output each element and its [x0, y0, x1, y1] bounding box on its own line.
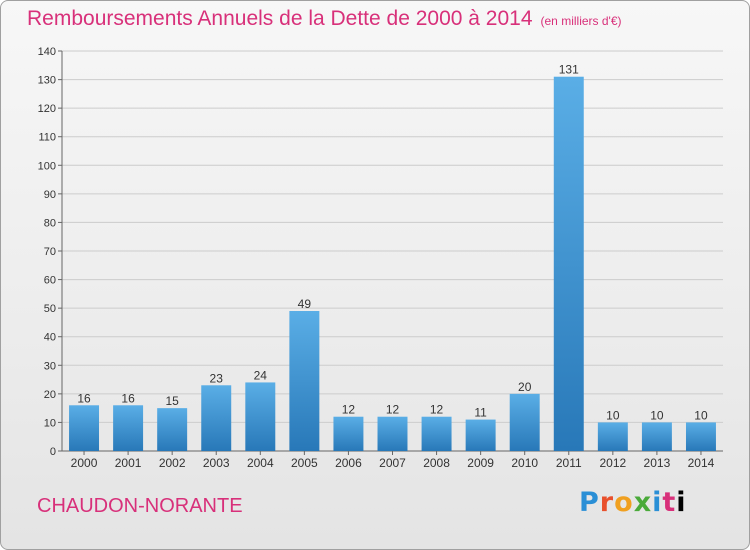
bar-2003	[201, 385, 232, 451]
x-tick-label-2009: 2009	[467, 456, 494, 470]
data-label-2011: 131	[559, 63, 579, 77]
x-tick-label-2003: 2003	[203, 456, 230, 470]
y-tick-label: 80	[44, 217, 56, 229]
data-label-2008: 12	[430, 403, 444, 417]
x-tick-label-2000: 2000	[71, 456, 98, 470]
y-tick-label: 70	[44, 246, 56, 258]
y-tick-label: 40	[44, 332, 56, 344]
bar-2014	[685, 422, 716, 451]
grid-lines	[62, 50, 723, 423]
x-tick-label-2011: 2011	[556, 456, 582, 470]
bar-2004	[245, 382, 276, 451]
y-tick-label: 110	[38, 132, 56, 144]
data-labels: 16 16 15 23 24 49 12 12 12 11 20 131 10 10 10	[77, 63, 708, 423]
bar-2001	[113, 405, 144, 451]
chart-title: Remboursements Annuels de la Dette de 20…	[27, 7, 622, 31]
bar-2000	[69, 405, 100, 451]
y-tick-label: 10	[44, 417, 56, 429]
data-label-2010: 20	[518, 380, 532, 394]
bar-2007	[377, 416, 408, 451]
x-tick-label-2006: 2006	[335, 456, 362, 470]
x-tick-label-2004: 2004	[247, 456, 274, 470]
x-tick-labels: 2000 2001 2002 2003 2004 2005 2006 2007 2008 2009…	[71, 456, 715, 470]
bar-2008	[421, 416, 452, 451]
bar-2009	[465, 419, 496, 451]
y-tick-label: 90	[44, 189, 56, 201]
data-label-2001: 16	[121, 391, 135, 405]
x-tick-label-2005: 2005	[291, 456, 318, 470]
y-tick-label: 30	[44, 360, 56, 372]
y-tick-label: 140	[38, 46, 56, 58]
x-tick-label-2008: 2008	[423, 456, 450, 470]
bar-2005	[289, 311, 320, 451]
bar-2011	[553, 76, 584, 451]
title-text: Remboursements Annuels de la Dette de 20…	[27, 7, 533, 30]
x-tick-label-2010: 2010	[511, 456, 538, 470]
x-tick-label-2001: 2001	[115, 456, 142, 470]
logo-letter: x	[633, 487, 653, 518]
location-name: CHAUDON-NORANTE	[37, 495, 243, 517]
bar-2012	[597, 422, 628, 451]
y-tick-label: 120	[38, 103, 56, 115]
logo-letter: P	[579, 487, 600, 518]
axes	[58, 50, 723, 455]
bars	[69, 76, 716, 451]
logo-letter: o	[614, 487, 634, 518]
proxiti-logo: Proxiti	[579, 487, 687, 518]
x-tick-label-2007: 2007	[379, 456, 406, 470]
data-label-2007: 12	[386, 403, 400, 417]
data-label-2009: 11	[474, 406, 487, 420]
logo-letter: i	[676, 487, 687, 518]
x-tick-label-2012: 2012	[599, 456, 626, 470]
data-label-2002: 15	[165, 394, 179, 408]
x-tick-label-2013: 2013	[644, 456, 671, 470]
logo-letter: t	[662, 487, 677, 518]
chart-subtitle: (en milliers d'€)	[540, 14, 622, 28]
y-tick-label: 60	[44, 275, 56, 287]
data-label-2004: 24	[254, 368, 268, 382]
data-label-2005: 49	[298, 297, 312, 311]
logo-letter: i	[652, 487, 663, 518]
data-label-2003: 23	[210, 371, 224, 385]
bar-2010	[509, 393, 540, 451]
y-tick-label: 0	[50, 446, 56, 458]
y-tick-label: 50	[44, 303, 56, 315]
logo-letter: r	[599, 487, 615, 518]
bar-2006	[333, 416, 364, 451]
data-label-2013: 10	[650, 408, 664, 422]
bar-2013	[641, 422, 672, 451]
y-tick-label: 20	[44, 389, 56, 401]
bar-2002	[157, 408, 188, 451]
data-label-2012: 10	[606, 408, 620, 422]
data-label-2006: 12	[342, 403, 356, 417]
x-tick-label-2002: 2002	[159, 456, 186, 470]
y-tick-label: 100	[38, 160, 56, 172]
x-tick-label-2014: 2014	[688, 456, 715, 470]
data-label-2000: 16	[77, 391, 91, 405]
data-label-2014: 10	[694, 408, 708, 422]
y-tick-label: 130	[38, 75, 56, 87]
y-tick-labels: 0 10 20 30 40 50 60 70 80 90 100 110 120 130 140	[38, 46, 56, 458]
